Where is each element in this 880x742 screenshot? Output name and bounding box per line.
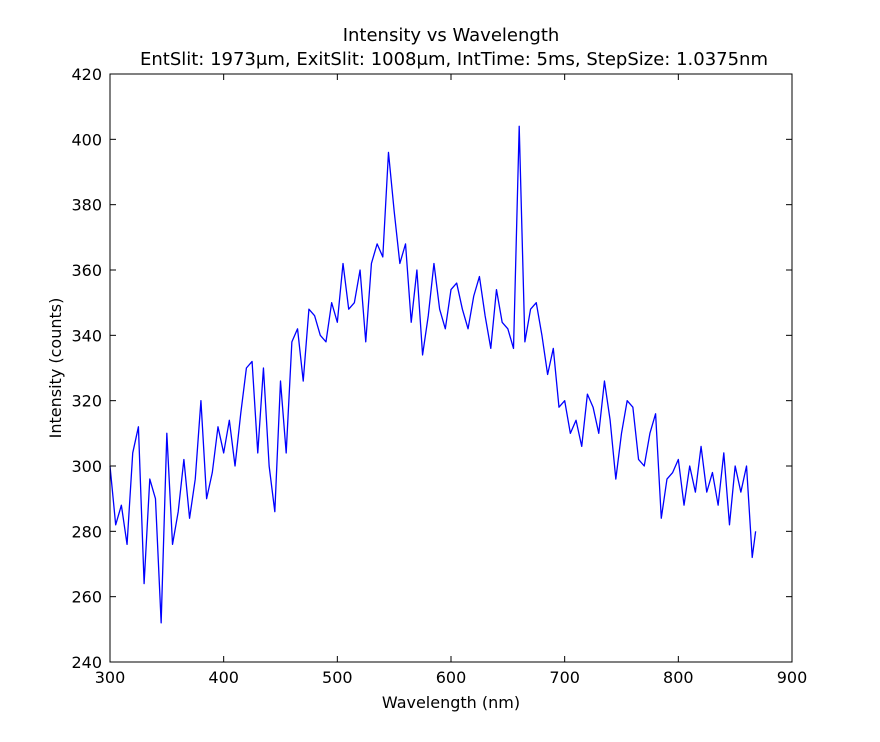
plot-area — [110, 74, 792, 662]
y-tick-label: 300 — [71, 457, 102, 476]
plot-frame — [109, 73, 793, 663]
x-tick-label: 300 — [95, 668, 126, 687]
y-tick-label: 320 — [71, 392, 102, 411]
x-axis: 300 400 500 600 700 800 900 — [95, 74, 808, 687]
series-line-0 — [109, 125, 757, 624]
series-layer — [109, 125, 757, 624]
y-tick-label: 420 — [71, 65, 102, 84]
y-tick-label: 240 — [71, 653, 102, 672]
y-tick-label: 400 — [71, 130, 102, 149]
x-tick-label: 500 — [322, 668, 353, 687]
x-axis-label: Wavelength (nm) — [382, 693, 520, 712]
y-tick-label: 360 — [71, 261, 102, 280]
x-tick-label: 800 — [663, 668, 694, 687]
x-tick-label: 600 — [436, 668, 467, 687]
y-tick-label: 260 — [71, 588, 102, 607]
chart-subtitle: EntSlit: 1973μm, ExitSlit: 1008μm, IntTi… — [140, 49, 768, 70]
y-tick-label: 340 — [71, 326, 102, 345]
y-axis: 240 260 280 300 320 340 360 380 400 420 — [71, 65, 792, 672]
y-tick-label: 380 — [71, 196, 102, 215]
x-tick-label: 700 — [549, 668, 580, 687]
y-tick-label: 280 — [71, 522, 102, 541]
chart-title: Intensity vs Wavelength — [343, 25, 560, 46]
x-tick-label: 400 — [208, 668, 239, 687]
y-axis-label: Intensity (counts) — [46, 298, 65, 439]
x-tick-label: 900 — [777, 668, 808, 687]
